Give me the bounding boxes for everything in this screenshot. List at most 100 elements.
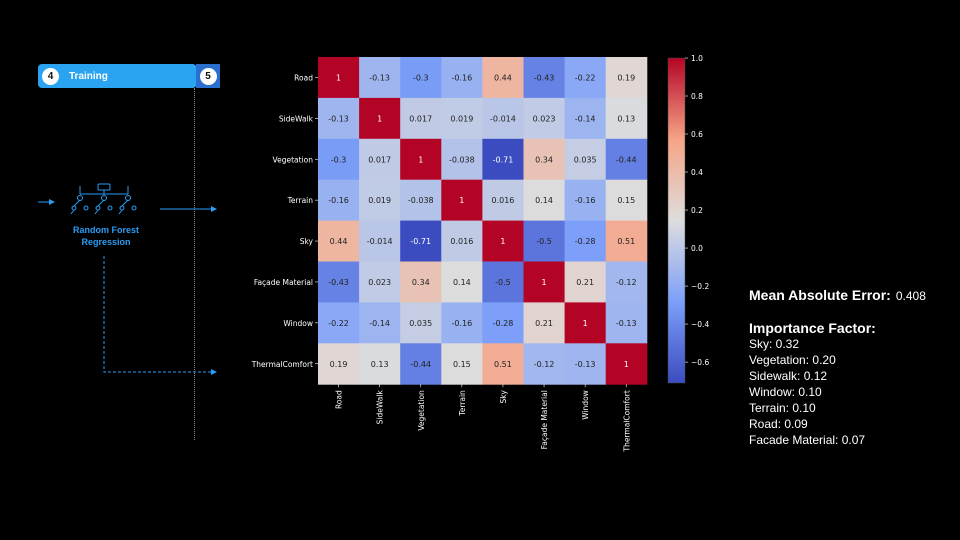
heatmap-cell <box>564 57 607 99</box>
heatmap-arrow <box>103 256 217 375</box>
heatmap-cell-label: 0.016 <box>491 196 514 205</box>
heatmap-cell-label: -0.71 <box>410 237 431 246</box>
importance-item-name: Facade Material: <box>749 433 842 447</box>
heatmap-cell <box>482 302 524 344</box>
heatmap-cell-label: 0.016 <box>450 237 473 246</box>
heatmap-cell-label: 0.15 <box>453 360 471 369</box>
heatmap-cell-label: 0.15 <box>617 196 635 205</box>
heatmap-cell <box>318 138 360 181</box>
importance-item: Facade Material: 0.07 <box>749 432 954 448</box>
importance-item-value: 0.09 <box>784 417 808 431</box>
colorbar-tick-label: 0.8 <box>691 92 703 101</box>
x-tick-label: SideWalk <box>376 390 385 425</box>
heatmap-cell <box>482 179 524 222</box>
model-label-line2: Regression <box>81 237 131 247</box>
heatmap-cell <box>400 179 442 222</box>
importance-item-name: Sky: <box>749 337 776 351</box>
heatmap-cell-label: 0.14 <box>453 278 471 287</box>
heatmap-cell-label: 1 <box>542 278 547 287</box>
model-label: Random Forest Regression <box>62 224 150 248</box>
heatmap-cell-label: -0.5 <box>495 278 511 287</box>
importance-item: Window: 0.10 <box>749 384 954 400</box>
heatmap-cell <box>359 57 401 99</box>
model-label-line1: Random Forest <box>72 225 139 235</box>
heatmap-cell <box>318 343 360 385</box>
heatmap-cell-label: 0.13 <box>617 114 635 123</box>
heatmap-cell <box>523 220 566 262</box>
heatmap-cell-label: -0.44 <box>616 155 637 164</box>
heatmap-cell <box>523 179 566 222</box>
importance-item-value: 0.20 <box>812 353 836 367</box>
heatmap-cell <box>441 261 483 303</box>
heatmap-cell <box>441 343 483 385</box>
heatmap-cell-label: 0.13 <box>371 360 389 369</box>
heatmap-cell-label: 1 <box>377 114 382 123</box>
heatmap-cell-label: 0.019 <box>368 196 391 205</box>
y-tick-label: Road <box>294 73 313 82</box>
heatmap-cell <box>359 179 401 222</box>
colorbar-tick-label: 0.4 <box>691 168 703 177</box>
heatmap-cell <box>523 57 566 99</box>
heatmap-cell-label: 0.21 <box>535 319 553 328</box>
heatmap-cell-label: 0.035 <box>409 319 432 328</box>
x-tick-label: Façade Material <box>540 390 549 449</box>
heatmap-cell-label: -0.16 <box>451 319 472 328</box>
x-tick-label: Road <box>335 390 344 409</box>
heatmap-cell-label: 0.19 <box>617 73 635 82</box>
step-divider-line <box>194 88 195 440</box>
heatmap-cell-label: 0.023 <box>368 278 391 287</box>
heatmap-cell-label: -0.014 <box>367 237 393 246</box>
heatmap-cell <box>359 97 401 140</box>
mae-row: Mean Absolute Error: 0.408 <box>749 287 954 303</box>
heatmap-cell <box>318 57 360 99</box>
importance-item-value: 0.12 <box>803 369 828 383</box>
importance-title: Importance Factor: <box>749 320 876 336</box>
importance-list: Sky: 0.32 Vegetation: 0.20 Sidewalk: 0.12 W… <box>749 336 954 448</box>
heatmap-cell <box>400 97 442 140</box>
heatmap-cell <box>482 220 524 262</box>
heatmap-cell-label: -0.16 <box>328 196 349 205</box>
importance-item-value: 0.10 <box>798 385 822 399</box>
colorbar-tick-label: 1.0 <box>691 54 703 63</box>
colorbar-tick-label: −0.6 <box>691 358 709 367</box>
heatmap-cell <box>400 138 442 181</box>
heatmap-cell-label: -0.22 <box>575 73 596 82</box>
importance-item-name: Road: <box>749 417 785 431</box>
heatmap-cell-label: 0.017 <box>409 114 432 123</box>
heatmap-cell <box>400 57 442 99</box>
heatmap-cell-label: -0.038 <box>408 196 434 205</box>
heatmap-cell <box>523 302 566 344</box>
heatmap-cell <box>564 138 607 181</box>
x-tick-label: Sky <box>499 390 508 404</box>
heatmap-cell-label: 1 <box>583 319 588 328</box>
heatmap-cell-label: 0.19 <box>330 360 348 369</box>
heatmap-cell <box>482 57 524 99</box>
heatmap-cell-label: -0.28 <box>493 319 514 328</box>
heatmap-cell-label: -0.3 <box>331 155 347 164</box>
y-tick-label: Terrain <box>287 196 314 205</box>
y-tick-label: Vegetation <box>273 155 314 164</box>
x-tick-label: Window <box>581 390 590 420</box>
y-tick-label: ThermalComfort <box>251 360 313 369</box>
heatmap-cell-label: -0.12 <box>616 278 637 287</box>
colorbar-tick-label: −0.4 <box>691 320 709 329</box>
heatmap-cell <box>605 343 648 385</box>
stats-panel: Mean Absolute Error: 0.408 Importance Fa… <box>749 287 954 448</box>
importance-item-value: 0.07 <box>841 433 866 447</box>
heatmap-cell <box>482 261 524 303</box>
heatmap-cell <box>482 97 524 140</box>
heatmap-cell-label: 1 <box>459 196 464 205</box>
heatmap-cell-label: 1 <box>500 237 505 246</box>
heatmap-cell-label: 0.34 <box>535 155 553 164</box>
x-tick-label: ThermalComfort <box>622 390 631 452</box>
y-tick-label: Façade Material <box>254 278 313 287</box>
heatmap-cell <box>441 220 483 262</box>
importance-item: Road: 0.09 <box>749 416 954 432</box>
heatmap-cell <box>441 57 483 99</box>
importance-item-value: 0.32 <box>775 337 800 351</box>
importance-item-name: Window: <box>749 385 799 399</box>
heatmap-cell-label: -0.3 <box>413 73 429 82</box>
heatmap-cell <box>441 138 483 181</box>
heatmap-cell <box>400 343 442 385</box>
